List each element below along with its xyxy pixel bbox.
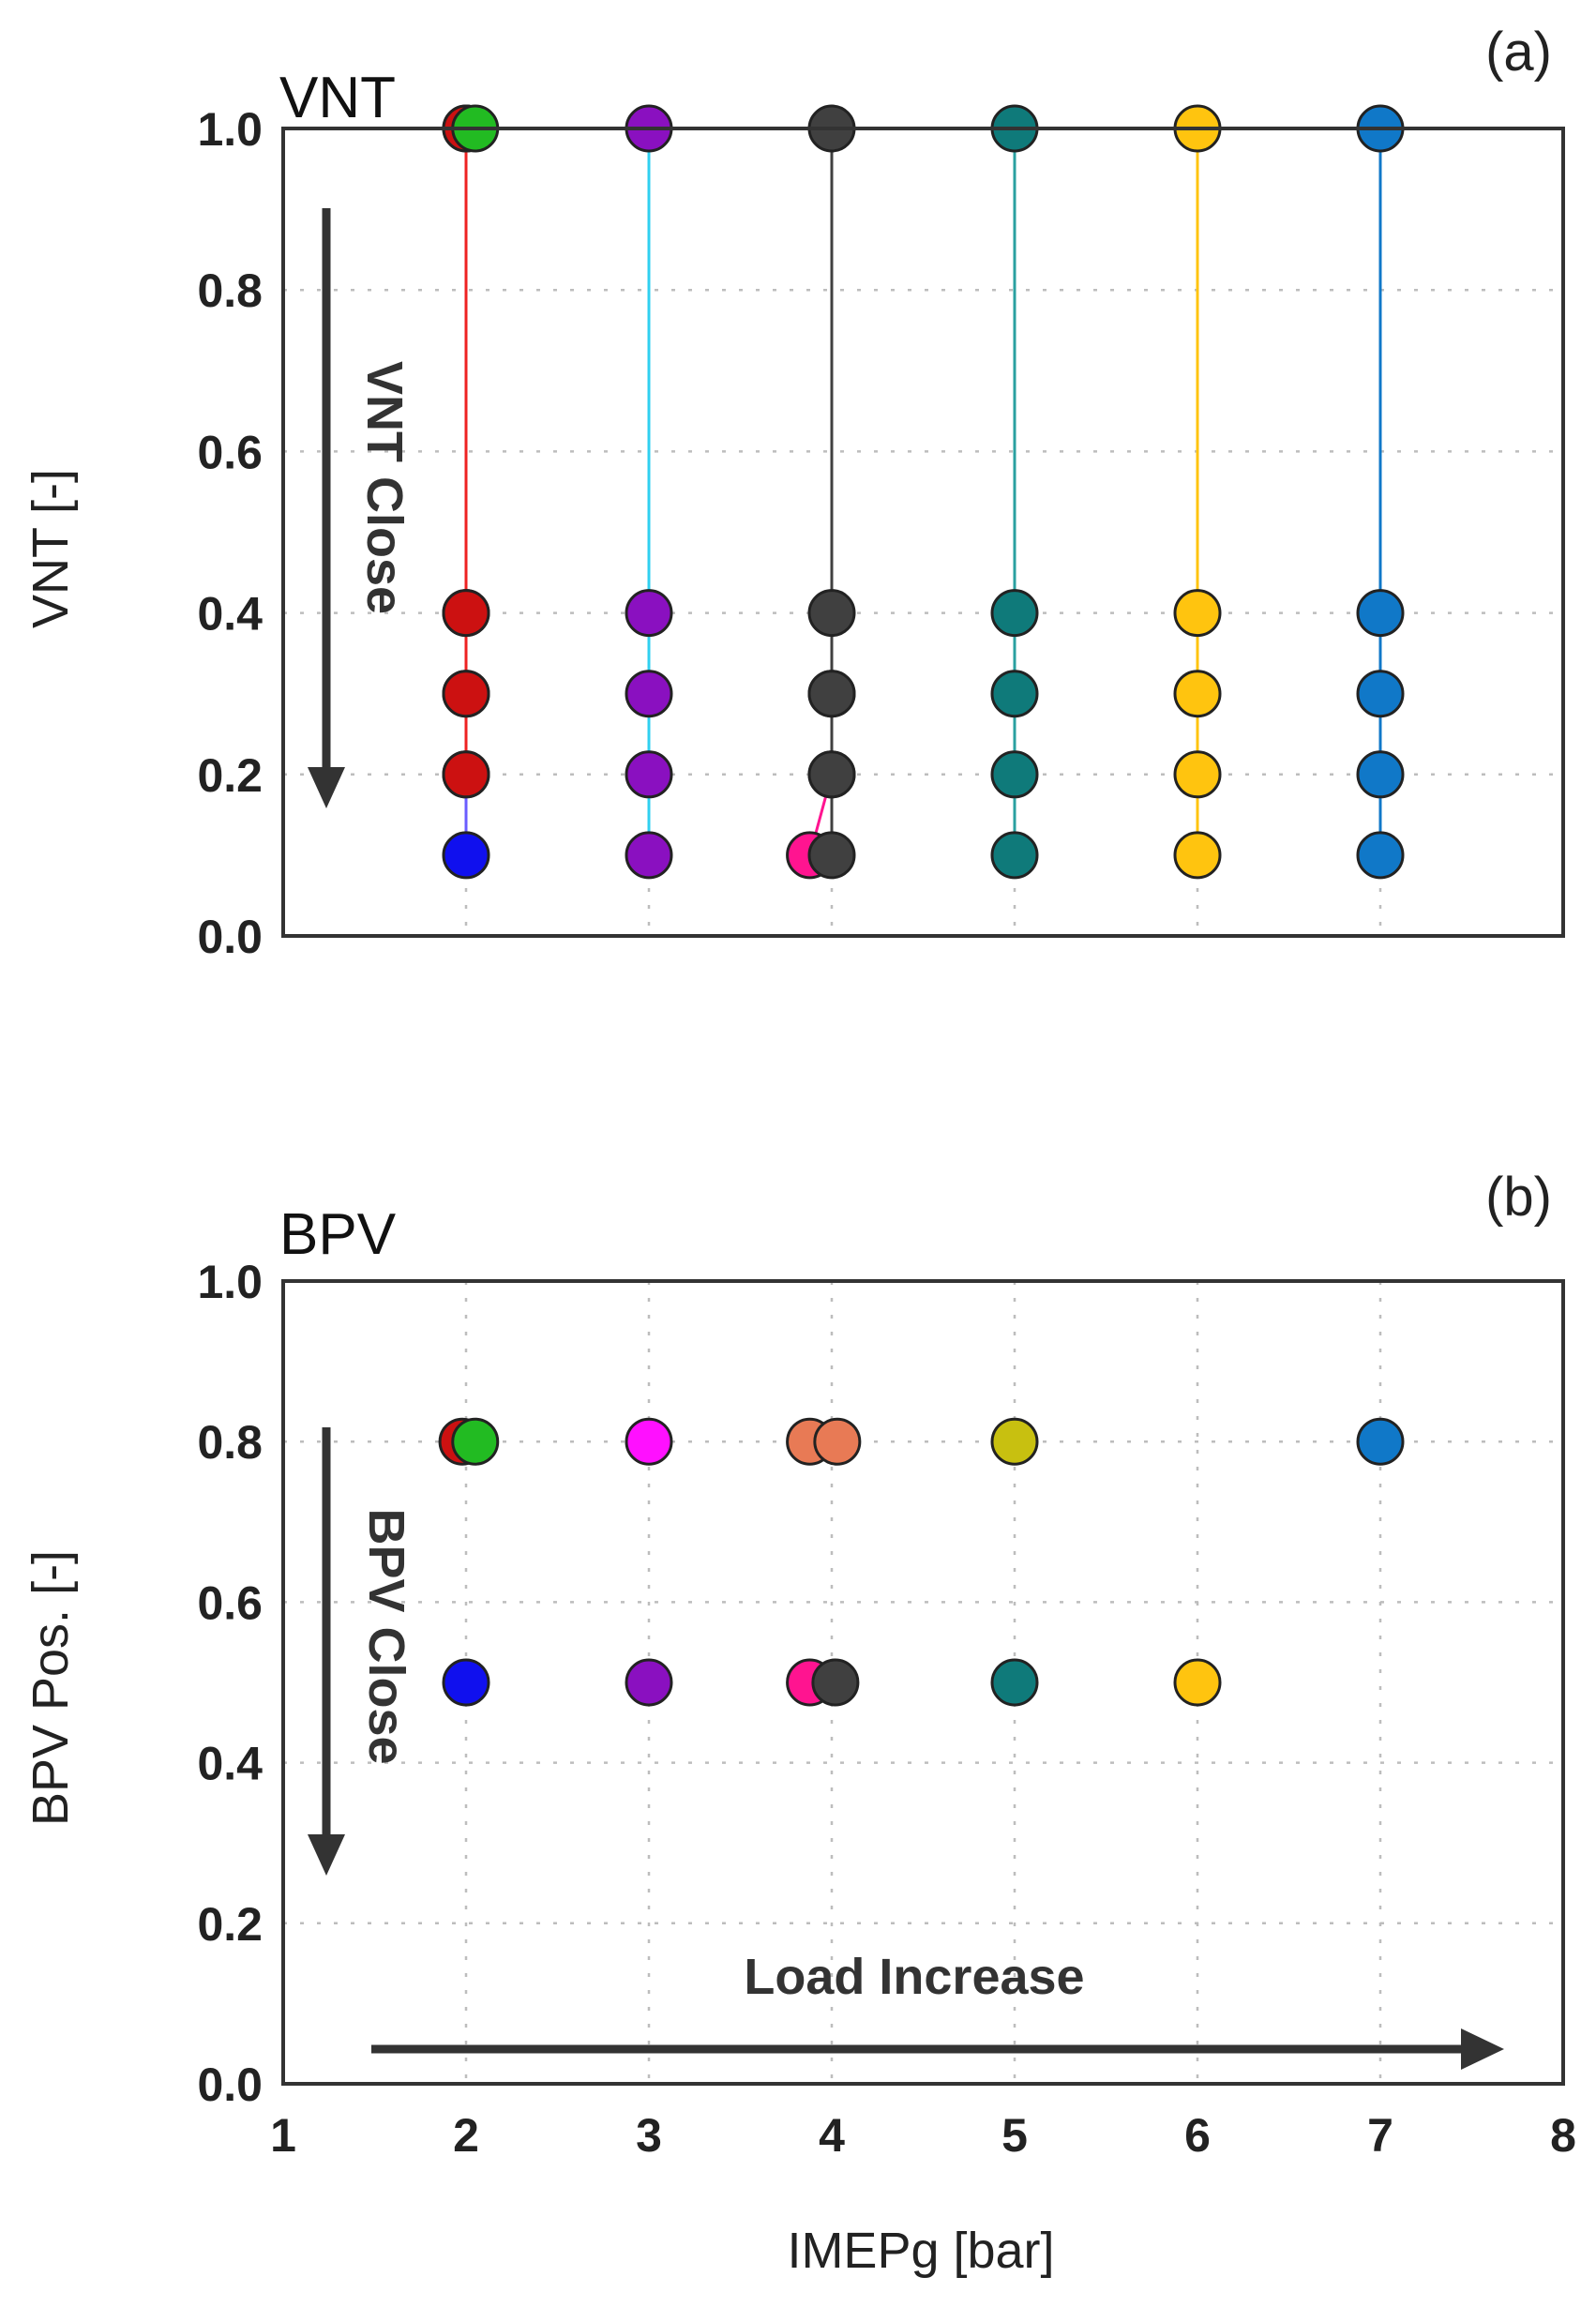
data-point [807,750,856,799]
data-point [1173,831,1222,880]
data-point [442,831,490,880]
panel-b-x-axis-label: IMEPg [bar] [787,2223,1054,2279]
data-point [1356,589,1405,638]
x-tick-label: 7 [1367,2109,1393,2162]
panel-a-label: (a) [1485,22,1552,83]
x-tick-label: 1 [270,2109,296,2162]
panel-a-y-axis-label: VNT [-] [23,469,79,628]
y-tick-label: 0.8 [197,264,263,317]
data-point [807,831,856,880]
y-tick-label: 0.6 [197,426,263,478]
panel-b-frame [281,1279,1565,2086]
panel-a-frame [281,127,1565,938]
y-tick-label: 0.6 [197,1576,263,1629]
data-point [990,670,1039,718]
x-tick-label: 5 [1001,2109,1028,2162]
panel-b-title: BPV [279,1202,397,1267]
data-point [1356,1417,1405,1466]
y-tick-label: 0.2 [197,1898,263,1951]
vnt-close-arrow [308,208,345,808]
y-tick-label: 0.8 [197,1416,263,1469]
x-tick-label: 3 [636,2109,662,2162]
y-tick-label: 1.0 [197,1256,263,1308]
data-point [807,670,856,718]
data-point [451,1417,500,1466]
data-point [625,1417,673,1466]
vnt-close-annotation: VNT Close [356,361,413,614]
data-point [1173,1658,1222,1707]
data-point [811,1658,860,1707]
panel-b-y-axis-label: BPV Pos. [-] [23,1550,79,1826]
data-point [625,750,673,799]
data-point [1173,589,1222,638]
data-point [625,670,673,718]
x-tick-label: 6 [1184,2109,1211,2162]
panel-a-title: VNT [279,66,396,130]
y-tick-label: 0.4 [197,588,263,641]
bpv-close-annotation: BPV Close [358,1508,414,1764]
x-tick-label: 8 [1550,2109,1576,2162]
data-point [990,1658,1039,1707]
data-point [1173,670,1222,718]
data-point [990,589,1039,638]
data-point [990,831,1039,880]
load-increase-annotation: Load Increase [744,1949,1084,2005]
data-point [1356,750,1405,799]
panel-a-grid [283,128,1563,936]
data-point [990,1417,1039,1466]
data-point [1173,750,1222,799]
data-point [807,589,856,638]
x-tick-label: 4 [819,2109,845,2162]
panel-b: 0.0 0.2 0.4 0.6 0.8 1.0 1 2 3 4 5 6 7 8 BPV (b) BPV … [23,1167,1576,2279]
data-point [442,750,490,799]
load-increase-arrow [371,2028,1504,2070]
data-point [1356,831,1405,880]
data-point [442,1658,490,1707]
y-tick-label: 0.0 [197,2058,263,2111]
data-point [990,750,1039,799]
panel-b-points [438,1417,1405,1707]
data-point [442,670,490,718]
panel-b-y-ticks: 0.0 0.2 0.4 0.6 0.8 1.0 [197,1256,263,2111]
data-point [813,1417,862,1466]
x-tick-label: 2 [453,2109,479,2162]
y-tick-label: 0.2 [197,749,263,802]
bpv-close-arrow [308,1427,345,1876]
y-tick-label: 1.0 [197,103,263,156]
panel-a: 0.0 0.2 0.4 0.6 0.8 1.0 VNT (a) VNT [-] VNT C… [23,22,1565,963]
data-point [625,831,673,880]
panel-b-x-ticks: 1 2 3 4 5 6 7 8 [270,2109,1576,2162]
data-point [625,1658,673,1707]
panel-a-series-lines [464,128,1382,856]
data-point [625,589,673,638]
panel-a-points [442,104,1405,880]
data-point [442,589,490,638]
y-tick-label: 0.4 [197,1738,263,1790]
y-tick-label: 0.0 [197,911,263,963]
panel-b-grid [283,1281,1563,2084]
panel-a-y-ticks: 0.0 0.2 0.4 0.6 0.8 1.0 [197,103,263,963]
data-point [1356,670,1405,718]
panel-b-label: (b) [1485,1167,1552,1228]
